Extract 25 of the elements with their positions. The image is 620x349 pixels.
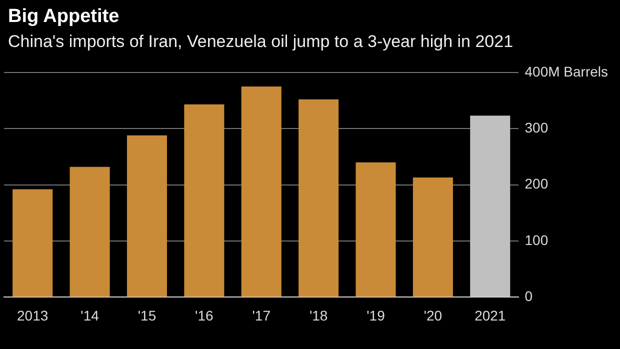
bar <box>298 99 339 297</box>
bar <box>126 135 168 297</box>
y-tick-label: 200 <box>524 176 548 192</box>
chart-subtitle: China's imports of Iran, Venezuela oil jump to a 3-year high in 2021 <box>8 32 514 52</box>
bar <box>184 104 224 297</box>
y-tick-label: 100 <box>524 232 548 248</box>
x-tick-label: '18 <box>309 307 328 324</box>
x-tick-label: '17 <box>252 307 271 324</box>
bar <box>412 177 453 297</box>
bar <box>356 162 396 297</box>
x-tick-label: '15 <box>138 307 156 324</box>
x-tick-label: '14 <box>80 307 100 324</box>
x-tick-label: 2013 <box>17 307 48 324</box>
x-tick-label: 2021 <box>474 307 506 324</box>
bar <box>241 86 282 297</box>
bar <box>70 166 110 297</box>
bar <box>12 189 53 297</box>
bar <box>470 116 510 297</box>
y-tick-label: 400M Barrels <box>524 63 608 80</box>
x-tick-label: '16 <box>195 307 214 324</box>
x-tick-label: '20 <box>424 307 442 324</box>
x-tick-label: '19 <box>366 307 386 324</box>
chart-title: Big Appetite <box>8 6 120 28</box>
y-tick-label: 0 <box>524 288 533 304</box>
y-tick-label: 300 <box>524 119 548 136</box>
